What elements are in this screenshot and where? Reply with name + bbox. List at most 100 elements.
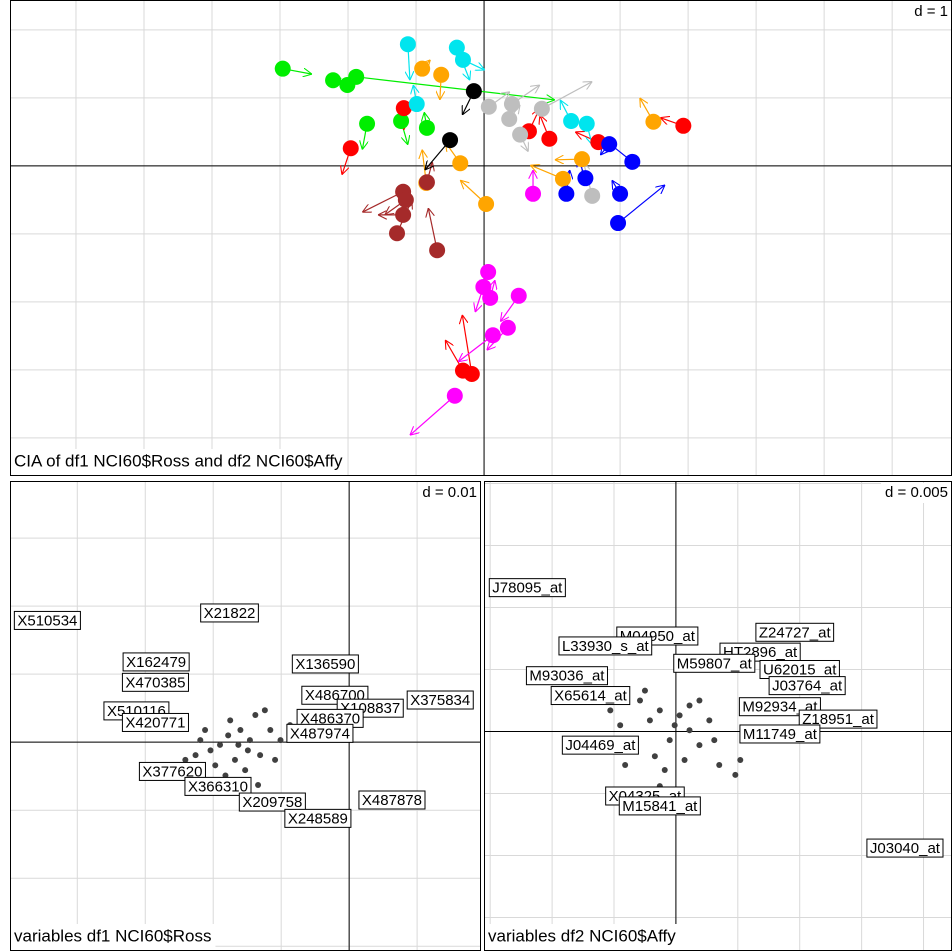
label: M59807_at bbox=[677, 655, 753, 672]
panel: X510534 X21822X162479X470385X136590X48670… bbox=[10, 481, 481, 951]
point bbox=[231, 756, 238, 763]
point bbox=[554, 170, 571, 187]
point bbox=[666, 737, 673, 744]
label-box bbox=[673, 653, 756, 673]
label-box bbox=[406, 690, 474, 710]
point bbox=[393, 113, 410, 130]
point bbox=[651, 753, 658, 760]
d-label: d = 0.01 bbox=[422, 484, 477, 501]
label: X486370 bbox=[300, 710, 360, 727]
point bbox=[661, 766, 668, 773]
label-box bbox=[866, 838, 944, 858]
point bbox=[408, 96, 425, 113]
point bbox=[452, 155, 469, 172]
point bbox=[671, 722, 678, 729]
point bbox=[706, 717, 713, 724]
d-label: d = 0.005 bbox=[885, 484, 948, 501]
point bbox=[610, 215, 627, 232]
point bbox=[480, 98, 497, 115]
panel-border bbox=[484, 481, 952, 951]
point bbox=[510, 287, 527, 304]
point bbox=[225, 732, 232, 739]
point bbox=[617, 722, 624, 729]
panel-border bbox=[10, 0, 952, 476]
label: X487878 bbox=[362, 792, 422, 809]
label: M15841_at bbox=[622, 798, 698, 815]
caption-box bbox=[10, 924, 216, 951]
point bbox=[607, 707, 614, 714]
label: X21822 bbox=[204, 605, 256, 622]
point bbox=[612, 185, 629, 202]
label: X375834 bbox=[410, 692, 470, 709]
label: X209758 bbox=[242, 794, 302, 811]
point bbox=[433, 66, 450, 83]
d-label-box bbox=[910, 2, 952, 22]
label-box bbox=[284, 808, 352, 828]
point bbox=[574, 151, 591, 168]
point bbox=[646, 717, 653, 724]
point bbox=[359, 115, 376, 132]
label-box bbox=[558, 636, 653, 656]
point bbox=[541, 130, 558, 147]
point bbox=[578, 115, 595, 132]
point bbox=[501, 111, 518, 127]
point bbox=[584, 187, 601, 204]
point bbox=[442, 132, 459, 149]
point bbox=[212, 762, 219, 769]
point bbox=[197, 737, 204, 744]
point bbox=[274, 60, 291, 77]
label-box bbox=[550, 686, 631, 706]
point bbox=[681, 757, 688, 764]
label: X470385 bbox=[125, 674, 185, 691]
arrow bbox=[541, 82, 592, 110]
caption-box bbox=[10, 449, 347, 476]
point bbox=[418, 119, 435, 136]
point bbox=[512, 126, 529, 143]
label-box bbox=[121, 672, 189, 692]
label: X487974 bbox=[290, 725, 350, 742]
label: Z18951_at bbox=[802, 711, 875, 728]
label-box bbox=[618, 796, 701, 816]
label: X420771 bbox=[125, 714, 185, 731]
point bbox=[696, 697, 703, 704]
point bbox=[348, 68, 365, 85]
point bbox=[429, 242, 446, 259]
point bbox=[624, 153, 641, 170]
label: X366310 bbox=[188, 778, 248, 795]
point bbox=[202, 726, 209, 733]
point bbox=[716, 761, 723, 768]
point bbox=[227, 717, 234, 724]
point bbox=[463, 366, 480, 382]
label-box bbox=[138, 761, 206, 781]
point bbox=[533, 100, 550, 117]
panel-title: CIA of df1 NCI60$Ross and df2 NCI60$Affy bbox=[14, 451, 343, 470]
point bbox=[711, 737, 718, 744]
label-box bbox=[13, 610, 81, 630]
label-box bbox=[291, 654, 359, 674]
point bbox=[465, 83, 482, 100]
point bbox=[696, 742, 703, 749]
label-box bbox=[122, 652, 190, 672]
point bbox=[342, 140, 359, 157]
point bbox=[484, 327, 501, 344]
point bbox=[395, 100, 412, 117]
point bbox=[737, 757, 744, 764]
point bbox=[235, 741, 242, 748]
point bbox=[255, 782, 262, 789]
label-box bbox=[798, 709, 878, 729]
point bbox=[217, 741, 224, 748]
panel-border bbox=[10, 481, 481, 951]
point bbox=[242, 767, 249, 774]
point bbox=[637, 697, 643, 704]
label-box bbox=[755, 622, 835, 642]
point bbox=[246, 737, 253, 744]
panel-title: variables df1 NCI60$Ross bbox=[14, 926, 211, 945]
arrow bbox=[410, 395, 456, 435]
label-box bbox=[286, 723, 354, 743]
panel-title: variables df2 NCI60$Affy bbox=[488, 926, 676, 945]
label-box bbox=[358, 790, 426, 810]
point bbox=[645, 113, 662, 130]
label: X65614_at bbox=[554, 688, 627, 705]
point bbox=[325, 72, 342, 89]
